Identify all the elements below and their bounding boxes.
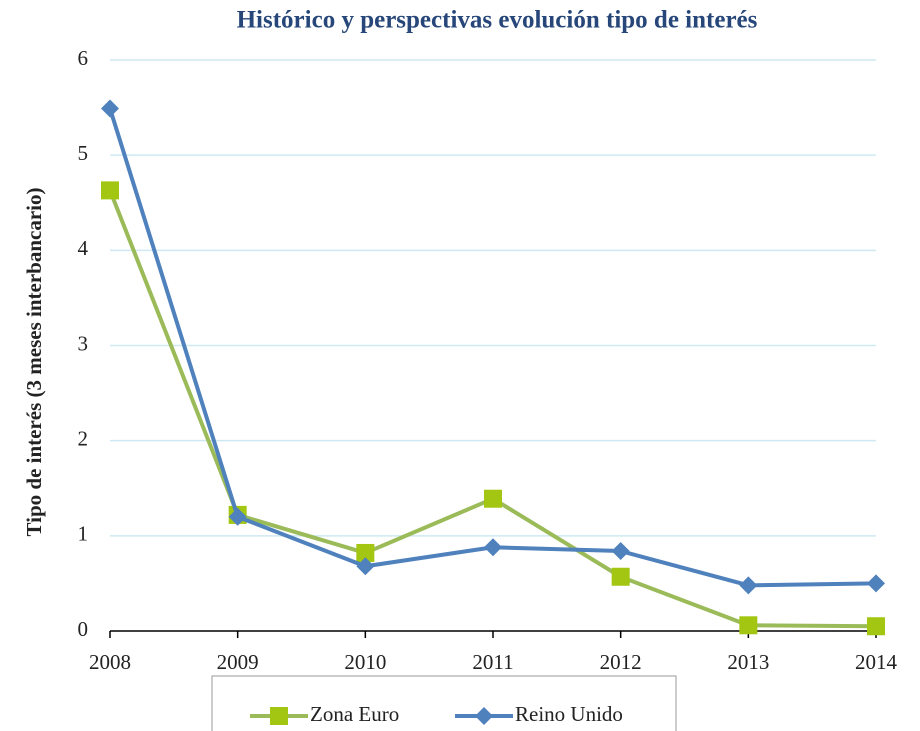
data-point <box>739 576 758 595</box>
series-line <box>108 107 877 588</box>
data-point <box>611 542 630 561</box>
x-tick-label: 2014 <box>855 650 898 674</box>
y-tick-label: 4 <box>78 236 89 260</box>
legend-marker <box>475 707 493 725</box>
legend-box <box>211 675 677 731</box>
data-point <box>101 99 119 118</box>
x-tick-label: 2013 <box>727 650 769 674</box>
y-tick-label: 1 <box>78 522 89 546</box>
y-tick-label: 3 <box>78 331 89 355</box>
data-point <box>228 507 247 526</box>
y-tick-label: 2 <box>78 426 89 450</box>
series-line <box>108 189 877 629</box>
data-point <box>101 181 119 200</box>
data-point <box>484 489 502 508</box>
y-tick-label: 0 <box>78 617 89 641</box>
data-point <box>867 574 885 593</box>
data-point <box>356 543 375 562</box>
data-point <box>356 557 375 576</box>
data-point <box>867 617 885 636</box>
data-point <box>484 538 502 557</box>
x-tick-label: 2010 <box>344 650 386 674</box>
legend-label: Zona Euro <box>310 702 399 726</box>
y-tick-label: 6 <box>78 46 89 70</box>
y-tick-label: 5 <box>78 141 89 165</box>
x-tick-label: 2009 <box>217 650 259 674</box>
data-point <box>611 567 630 586</box>
x-tick-label: 2012 <box>600 650 642 674</box>
y-axis-label: Tipo de interés (3 meses interbancario) <box>22 188 46 537</box>
x-tick-label: 2008 <box>89 650 131 674</box>
chart-title: Histórico y perspectivas evolución tipo … <box>237 7 758 34</box>
x-tick-label: 2011 <box>472 650 513 674</box>
legend-label: Reino Unido <box>515 702 623 726</box>
legend-marker <box>270 707 288 725</box>
data-point <box>739 616 758 635</box>
